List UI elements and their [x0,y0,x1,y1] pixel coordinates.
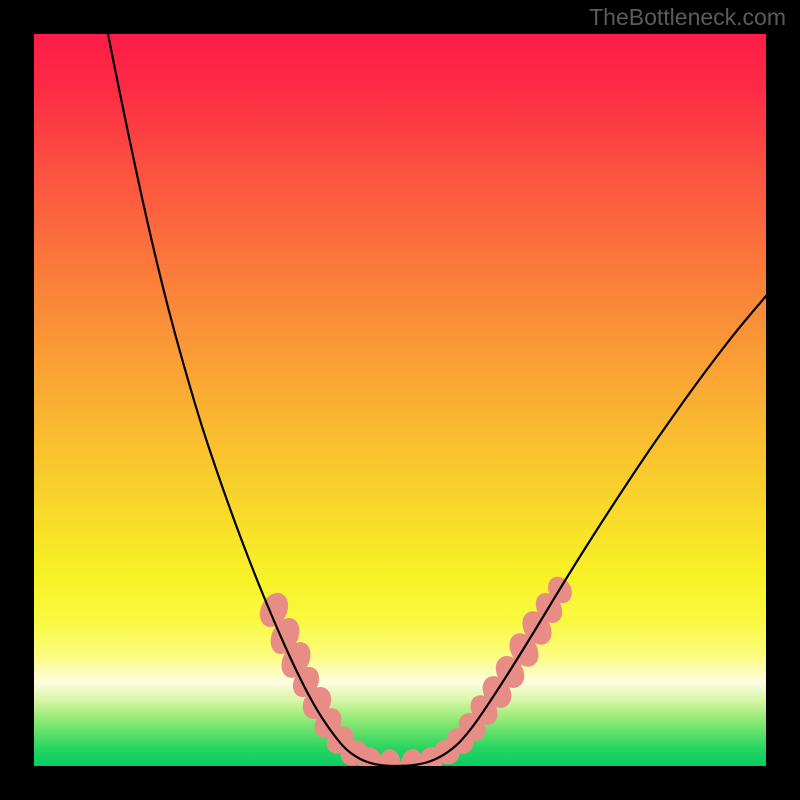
chart-frame: TheBottleneck.com [0,0,800,800]
bottleneck-chart [0,0,800,800]
chart-background [34,34,766,766]
